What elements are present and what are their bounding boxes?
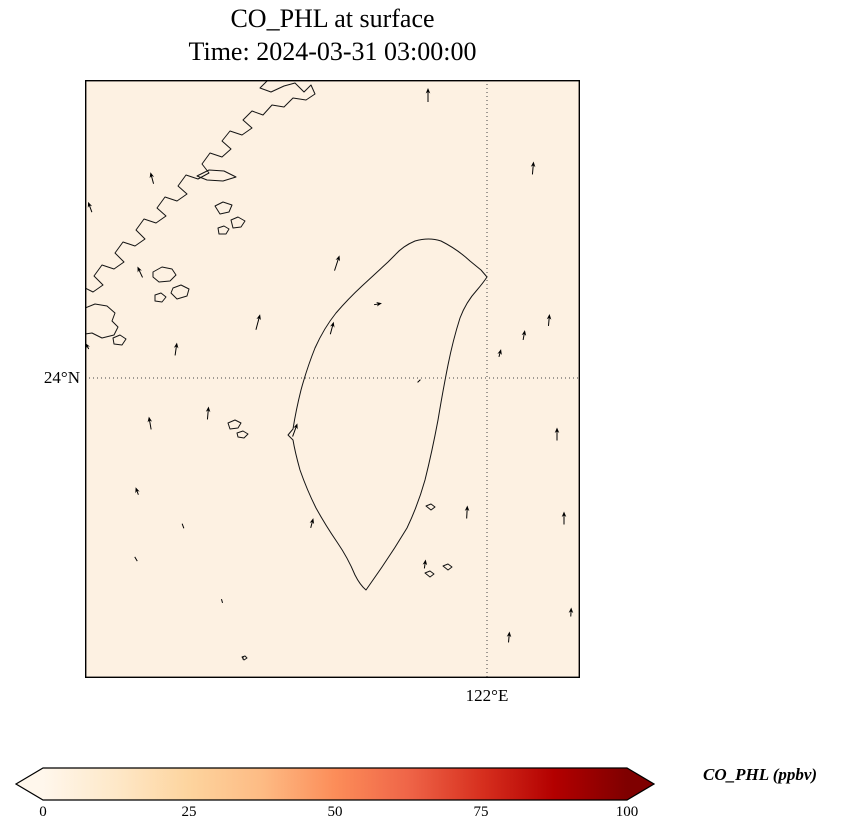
wind-arrow: [220, 598, 224, 604]
colorbar-gradient: [43, 768, 627, 800]
lat-tick-label: 24°N: [43, 368, 80, 387]
wind-arrow: [422, 559, 428, 569]
wind-arrows: [85, 88, 580, 660]
island-green: [425, 503, 436, 511]
wind-arrow: [309, 518, 315, 528]
wind-arrow: [554, 427, 560, 441]
colorbar-extend-min-arrow: [16, 768, 43, 800]
island-cluster-a: [214, 201, 246, 235]
wind-arrow: [137, 266, 143, 278]
colorbar-label: CO_PHL (ppbv): [703, 765, 818, 784]
wind-arrow: [506, 631, 512, 643]
wind-arrow: [530, 161, 536, 175]
wind-arrow: [255, 314, 261, 330]
colorbar-extend-max-arrow: [627, 768, 654, 800]
field-background: [85, 80, 580, 678]
map-frame: [85, 80, 580, 678]
coastline-china: [85, 80, 316, 293]
coastlines: [85, 80, 488, 661]
title-block: CO_PHL at surface Time: 2024-03-31 03:00…: [85, 2, 580, 69]
wind-arrow: [292, 423, 298, 437]
wind-arrow: [149, 172, 155, 184]
wind-arrow: [561, 511, 567, 525]
wind-arrow: [87, 201, 93, 213]
plot-title: CO_PHL at surface: [230, 4, 435, 33]
colorbar-outline: [14, 767, 656, 801]
colorbar-tick-label: 25: [181, 804, 197, 820]
wind-arrow: [521, 330, 527, 341]
colorbar-canvas: [14, 767, 656, 801]
colorbar-tick-label: 0: [39, 804, 47, 820]
island-cluster-b: [152, 266, 190, 303]
island-left-edge: [85, 303, 127, 346]
wind-arrow: [417, 379, 421, 383]
colorbar: 0 25 50 75 100: [14, 766, 656, 826]
coastline-taiwan: [287, 238, 488, 591]
wind-arrow: [373, 301, 382, 307]
wind-arrow: [497, 349, 502, 357]
wind-arrow: [546, 314, 552, 327]
map-canvas: [85, 80, 580, 678]
wind-arrow: [181, 523, 185, 529]
wind-arrow: [464, 505, 470, 519]
wind-arrow: [205, 406, 211, 420]
colorbar-tick-label: 100: [615, 804, 639, 820]
colorbar-tick-label: 75: [473, 804, 489, 820]
wind-arrow: [134, 556, 138, 562]
map-plot-area: [85, 80, 580, 678]
wind-arrow: [135, 487, 140, 495]
wind-arrow: [147, 416, 153, 430]
island-penghu: [227, 419, 249, 439]
island-elongated: [196, 169, 237, 182]
plot-subtitle: Time: 2024-03-31 03:00:00: [188, 37, 477, 67]
wind-arrow: [329, 321, 335, 335]
wind-arrow: [568, 607, 574, 617]
island-orchid: [424, 563, 453, 578]
wind-arrow: [173, 342, 179, 356]
wind-arrow: [334, 255, 340, 271]
lon-tick-label: 122°E: [465, 686, 509, 705]
wind-arrow: [425, 88, 431, 102]
colorbar-tick-label: 50: [327, 804, 343, 820]
wind-arrow: [85, 342, 90, 350]
